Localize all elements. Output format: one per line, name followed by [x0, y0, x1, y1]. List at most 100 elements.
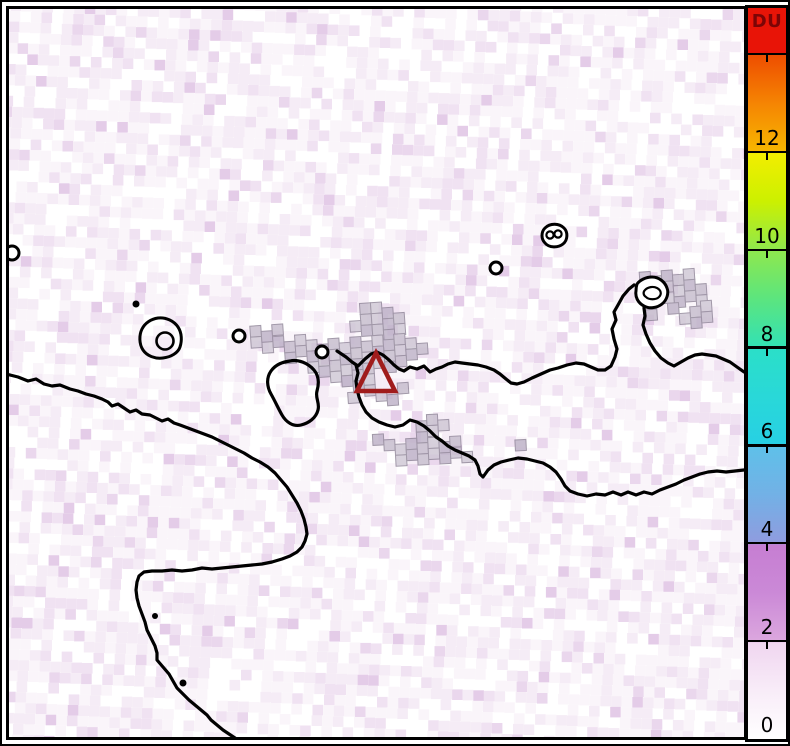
data-cell: [514, 438, 527, 452]
data-cell: [382, 338, 396, 352]
coast-peninsula-east: [641, 306, 744, 374]
island-ring-peninsula-inner: [642, 285, 662, 301]
data-cell: [370, 312, 384, 326]
data-cell: [382, 317, 395, 331]
data-cell: [349, 319, 362, 333]
data-cell: [271, 323, 284, 337]
coast-north-bay: [335, 283, 636, 386]
data-cell: [394, 443, 408, 456]
data-cell: [381, 306, 395, 320]
island-crater-outer: [138, 316, 183, 360]
data-cell: [328, 359, 342, 373]
colorbar-gradient: DU 0 2 4 6 8 10 12: [748, 8, 786, 739]
data-cell: [645, 308, 659, 322]
data-cell: [371, 323, 385, 337]
data-cell: [360, 324, 374, 337]
colorbar-tick-label: 4: [760, 517, 774, 542]
island-tiny-northwest: [9, 244, 21, 262]
colorbar-tick-line: [748, 542, 786, 545]
data-cell: [369, 301, 383, 315]
colorbar-title: DU: [751, 11, 783, 32]
data-cell: [689, 305, 703, 319]
data-cell: [394, 454, 408, 467]
data-cell: [672, 284, 686, 298]
data-cell: [416, 442, 429, 455]
data-cell: [386, 393, 400, 407]
data-cell: [684, 289, 697, 303]
colorbar-tick-line: [748, 444, 786, 447]
data-cell: [260, 330, 274, 343]
data-cell: [329, 370, 343, 384]
colorbar-tick-line: [748, 639, 786, 643]
data-cell: [261, 341, 275, 354]
data-cell: [405, 448, 419, 462]
data-cell: [340, 374, 354, 388]
data-cell: [293, 333, 307, 347]
data-cell: [678, 312, 692, 326]
data-cell: [437, 418, 450, 432]
data-cell: [249, 324, 263, 338]
colorbar-tick-notch: [765, 642, 769, 650]
data-cell: [327, 337, 341, 351]
data-cell: [404, 337, 418, 350]
data-cell: [396, 381, 410, 395]
data-cell: [425, 413, 439, 427]
colorbar-tick-label: 12: [754, 125, 780, 150]
data-cell: [393, 332, 406, 346]
data-cell: [682, 267, 696, 281]
data-cell: [383, 438, 396, 452]
colorbar-tick-line: [748, 150, 786, 154]
data-cell: [359, 313, 373, 326]
island-dot-west: [132, 300, 140, 308]
colorbar-tick-label: 6: [760, 419, 774, 444]
data-cell: [415, 342, 429, 356]
data-cell: [272, 335, 285, 349]
data-cell: [415, 431, 429, 444]
data-cell: [358, 302, 372, 316]
data-cell: [694, 283, 708, 296]
island-ring-peninsula-outer: [634, 275, 670, 310]
island-dot-south1: [152, 613, 158, 619]
data-cell: [318, 365, 332, 379]
colorbar-tick-notch: [765, 55, 769, 62]
data-cell: [671, 273, 685, 287]
plume-cells-main: [249, 301, 429, 407]
data-cell: [392, 311, 406, 325]
data-cell: [283, 340, 297, 354]
data-cell: [438, 451, 452, 465]
data-cell: [683, 278, 697, 292]
data-cell: [371, 334, 385, 348]
colorbar-tick-label: 0: [760, 713, 774, 737]
data-cell: [360, 340, 374, 354]
data-cell: [700, 310, 714, 324]
data-cell: [371, 433, 385, 446]
data-cell: [393, 343, 407, 357]
colorbar-tick-label: 8: [760, 321, 774, 346]
data-cell: [340, 363, 353, 377]
colorbar-tick-notch: [765, 152, 769, 160]
colorbar-tick-label: 2: [760, 615, 774, 640]
data-cell: [689, 316, 703, 330]
data-cell: [405, 437, 418, 451]
data-cell: [294, 344, 308, 358]
colorbar-tick-notch: [765, 544, 769, 552]
colorbar-tick-notch: [765, 250, 769, 258]
data-cell: [449, 435, 462, 448]
data-cell: [394, 354, 408, 368]
colorbar: DU 0 2 4 6 8 10 12: [745, 5, 789, 742]
data-cell: [416, 453, 430, 466]
coast-west-mainland: [9, 373, 309, 738]
island-circle-near-coast: [314, 344, 330, 360]
island-dot-south2: [179, 679, 187, 687]
colorbar-tick-line: [748, 52, 786, 56]
colorbar-tick-line: [748, 346, 786, 349]
volcano-marker: [353, 347, 399, 394]
data-cell: [427, 447, 441, 461]
island-crater-lake: [155, 331, 175, 351]
data-cell: [699, 299, 713, 313]
